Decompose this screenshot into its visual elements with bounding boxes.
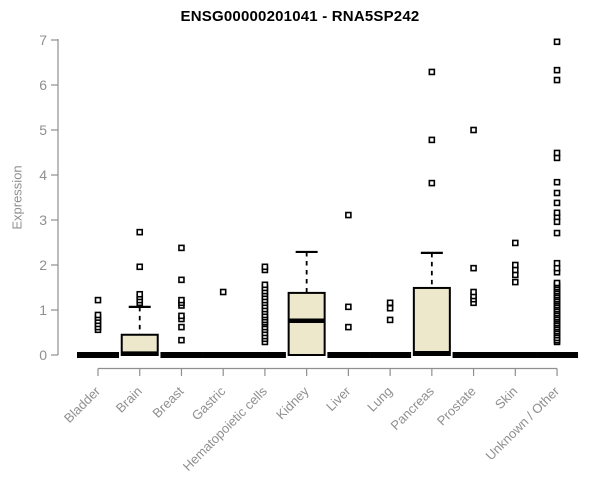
outlier-point-bladder xyxy=(94,311,102,319)
outlier-point-skin xyxy=(511,261,519,269)
collapsed-box-skin xyxy=(494,352,537,358)
outlier-point-lung xyxy=(386,304,394,312)
box-kidney xyxy=(287,291,326,356)
outlier-point-skin xyxy=(511,278,519,286)
x-category-label: Unknown / Other xyxy=(483,383,563,463)
outlier-point-breast xyxy=(178,244,185,252)
outlier-point-lung xyxy=(386,299,394,307)
collapsed-box-lung xyxy=(369,352,412,358)
x-category-label: Kidney xyxy=(273,383,312,422)
outlier-point-hematopoietic-cells xyxy=(261,263,269,271)
x-category-label: Prostate xyxy=(434,384,479,429)
outlier-point-bladder xyxy=(94,296,102,304)
y-tick-label: 2 xyxy=(39,257,47,273)
outlier-point-unknown-other xyxy=(553,199,561,207)
outlier-point-breast xyxy=(178,296,185,304)
x-category-label: Skin xyxy=(492,384,520,412)
outlier-point-pancreas xyxy=(428,68,436,76)
outlier-point-unknown-other xyxy=(553,279,561,287)
x-category-label: Breast xyxy=(149,383,186,420)
collapsed-box-liver xyxy=(327,352,370,358)
outlier-point-unknown-other xyxy=(553,38,561,46)
outlier-point-unknown-other xyxy=(553,259,561,267)
y-tick-label: 0 xyxy=(39,347,47,363)
outlier-point-pancreas xyxy=(428,136,436,144)
y-tick-label: 6 xyxy=(39,77,47,93)
collapsed-box-unknown-other xyxy=(536,352,579,358)
outlier-point-liver xyxy=(345,211,352,219)
outlier-point-prostate xyxy=(470,288,477,296)
y-tick-label: 7 xyxy=(39,32,47,48)
outlier-point-prostate xyxy=(470,126,477,134)
collapsed-box-hematopoietic-cells xyxy=(243,352,286,358)
outlier-point-gastric xyxy=(219,288,227,296)
outlier-point-brain xyxy=(136,263,144,271)
box-pancreas xyxy=(412,286,451,357)
outlier-point-breast xyxy=(178,276,185,284)
outlier-point-lung xyxy=(386,316,394,324)
x-category-label: Liver xyxy=(323,383,354,414)
outlier-point-unknown-other xyxy=(553,189,561,197)
outlier-point-unknown-other xyxy=(553,209,561,217)
chart-title: ENSG00000201041 - RNA5SP242 xyxy=(180,8,420,25)
outlier-point-unknown-other xyxy=(553,76,561,84)
collapsed-box-bladder xyxy=(77,352,119,358)
outlier-point-prostate xyxy=(470,264,477,272)
outlier-point-breast xyxy=(178,323,185,331)
x-category-label: Brain xyxy=(113,384,145,416)
collapsed-box-prostate xyxy=(452,352,495,358)
outlier-point-unknown-other xyxy=(553,149,561,157)
outlier-point-liver xyxy=(345,303,352,311)
outlier-point-brain xyxy=(136,228,144,236)
y-tick-label: 1 xyxy=(39,302,47,318)
outlier-point-liver xyxy=(345,323,352,331)
outlier-point-hematopoietic-cells xyxy=(261,281,269,289)
x-category-label: Gastric xyxy=(189,383,229,423)
y-tick-label: 5 xyxy=(39,122,47,138)
outlier-point-unknown-other xyxy=(553,66,561,74)
x-category-label: Pancreas xyxy=(388,383,438,433)
y-tick-label: 3 xyxy=(39,212,47,228)
collapsed-box-gastric xyxy=(202,352,245,358)
outlier-point-unknown-other xyxy=(553,178,561,186)
outlier-point-breast xyxy=(178,312,185,320)
outlier-point-pancreas xyxy=(428,179,436,187)
y-tick-label: 4 xyxy=(39,167,47,183)
outlier-point-skin xyxy=(511,239,519,247)
outlier-point-brain xyxy=(136,290,144,298)
x-category-label: Bladder xyxy=(61,383,104,426)
x-category-label: Lung xyxy=(364,384,395,415)
collapsed-box-breast xyxy=(160,352,203,358)
outlier-point-unknown-other xyxy=(553,229,561,237)
outlier-point-breast xyxy=(178,336,185,344)
